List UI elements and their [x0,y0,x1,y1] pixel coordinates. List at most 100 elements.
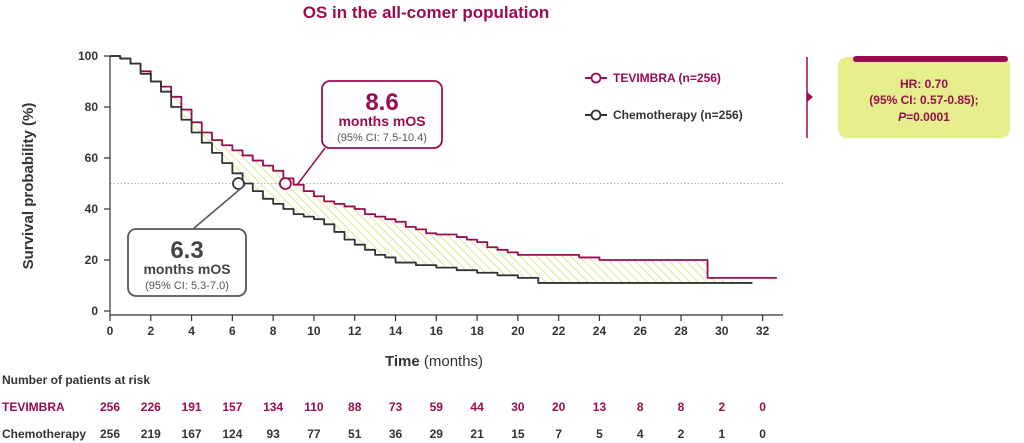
x-tick-label: 2 [147,324,154,338]
x-tick-label: 22 [552,324,566,338]
x-tick-label: 30 [715,324,729,338]
legend-item-tevimbra: TEVIMBRA (n=256) [585,71,721,85]
hr-p-number: =0.0001 [906,110,950,124]
x-tick-label: 12 [348,324,362,338]
risk-value-chemo: 256 [100,427,120,441]
hr-box-top-bar [853,56,1008,62]
hr-p-value: P=0.0001 [898,110,950,124]
callout-chemo-label: months mOS [143,261,230,277]
legend-chemo-marker [590,109,602,121]
risk-value-tevimbra: 2 [718,400,725,414]
risk-value-chemo: 2 [678,427,685,441]
risk-row-label-tevimbra: TEVIMBRA [2,400,65,414]
hr-ci: (95% CI: 0.57-0.85); [869,93,978,107]
risk-value-chemo: 124 [222,427,242,441]
x-axis-label-bold: Time [385,353,420,370]
legend: TEVIMBRA (n=256) Chemotherapy (n=256) [585,71,743,122]
risk-table-header: Number of patients at risk [2,373,150,387]
risk-value-chemo: 4 [637,427,644,441]
risk-table: Number of patients at risk TEVIMBRA Chem… [2,373,766,441]
y-tick-label: 20 [85,253,99,267]
risk-value-tevimbra: 44 [470,400,484,414]
hr-value: HR: 0.70 [900,77,948,91]
risk-value-tevimbra: 13 [593,400,607,414]
x-tick-label: 18 [470,324,484,338]
risk-value-tevimbra: 134 [263,400,283,414]
x-tick-label: 26 [634,324,648,338]
callout-tevimbra-box [321,80,443,149]
y-tick-label: 80 [85,100,99,114]
risk-row-chemo: 256 219 167 124 93 77 51 36 29 21 15 7 5 4 2 1 0 [100,427,766,441]
risk-value-tevimbra: 0 [759,400,766,414]
x-tick-label: 28 [674,324,688,338]
risk-value-tevimbra: 20 [552,400,566,414]
y-tick-label: 40 [85,202,99,216]
risk-value-chemo: 167 [182,427,202,441]
x-tick-label: 0 [107,324,114,338]
callout-chemo: 6.3 months mOS (95% CI: 5.3-7.0) [127,184,247,297]
risk-value-chemo: 5 [596,427,603,441]
legend-tevimbra-label: TEVIMBRA (n=256) [613,71,721,85]
x-tick-label: 8 [270,324,277,338]
y-axis-label: Survival probability (%) [20,103,37,270]
risk-row-tevimbra: 256 226 191 157 134 110 88 73 59 44 30 20 13 8 8 2 0 [100,400,766,414]
x-tick-label: 24 [593,324,607,338]
legend-item-chemo: Chemotherapy (n=256) [585,108,743,122]
x-tick-label: 10 [307,324,321,338]
median-marker-tevimbra [278,177,292,190]
legend-tevimbra-marker [590,72,602,84]
risk-value-tevimbra: 88 [348,400,362,414]
risk-value-tevimbra: 30 [511,400,525,414]
x-axis-label: Time (months) [385,353,483,370]
risk-value-tevimbra: 73 [389,400,403,414]
x-tick-label: 20 [511,324,525,338]
x-tick-label: 14 [389,324,403,338]
series-line-chemo [110,55,753,284]
series-layer [110,55,777,284]
risk-value-tevimbra: 226 [141,400,161,414]
risk-value-tevimbra: 157 [222,400,242,414]
x-tick-label: 4 [188,324,195,338]
risk-value-chemo: 15 [511,427,525,441]
chart-title: OS in the all-comer population [303,3,550,22]
callout-tevimbra-leader [296,147,326,186]
risk-value-chemo: 1 [718,427,725,441]
risk-value-chemo: 29 [430,427,444,441]
callout-tevimbra-ci: (95% CI: 7.5-10.4) [337,132,427,144]
risk-value-tevimbra: 110 [304,400,324,414]
y-tick-label: 0 [91,304,98,318]
risk-value-chemo: 93 [266,427,280,441]
callout-tevimbra-label: months mOS [338,113,425,129]
hr-p-label: P [898,110,907,124]
risk-value-tevimbra: 191 [182,400,202,414]
x-tick-label: 6 [229,324,236,338]
risk-value-tevimbra: 8 [637,400,644,414]
legend-chemo-label: Chemotherapy (n=256) [613,108,743,122]
callout-chemo-ci: (95% CI: 5.3-7.0) [145,280,229,292]
x-tick-label: 16 [430,324,444,338]
risk-value-chemo: 0 [759,427,766,441]
risk-value-chemo: 51 [348,427,362,441]
risk-value-tevimbra: 256 [100,400,120,414]
callout-chemo-box [127,228,247,297]
callout-tevimbra: 8.6 months mOS (95% CI: 7.5-10.4) [296,80,443,186]
callout-chemo-value: 6.3 [170,237,203,264]
risk-value-tevimbra: 8 [678,400,685,414]
hr-pointer-icon [807,92,813,102]
risk-value-chemo: 7 [555,427,562,441]
median-markers [232,177,292,190]
series-line-tevimbra [110,55,777,279]
median-marker-chemo [232,177,245,190]
x-tick-label: 32 [756,324,770,338]
risk-value-chemo: 77 [307,427,321,441]
risk-row-label-chemo: Chemotherapy [2,427,86,441]
risk-value-tevimbra: 59 [430,400,444,414]
risk-value-chemo: 219 [141,427,161,441]
y-tick-label: 60 [85,151,99,165]
hazard-ratio-box: HR: 0.70 (95% CI: 0.57-0.85); P=0.0001 [806,56,1010,138]
y-tick-label: 100 [78,49,98,63]
callout-chemo-leader [192,184,246,230]
risk-value-chemo: 36 [389,427,403,441]
